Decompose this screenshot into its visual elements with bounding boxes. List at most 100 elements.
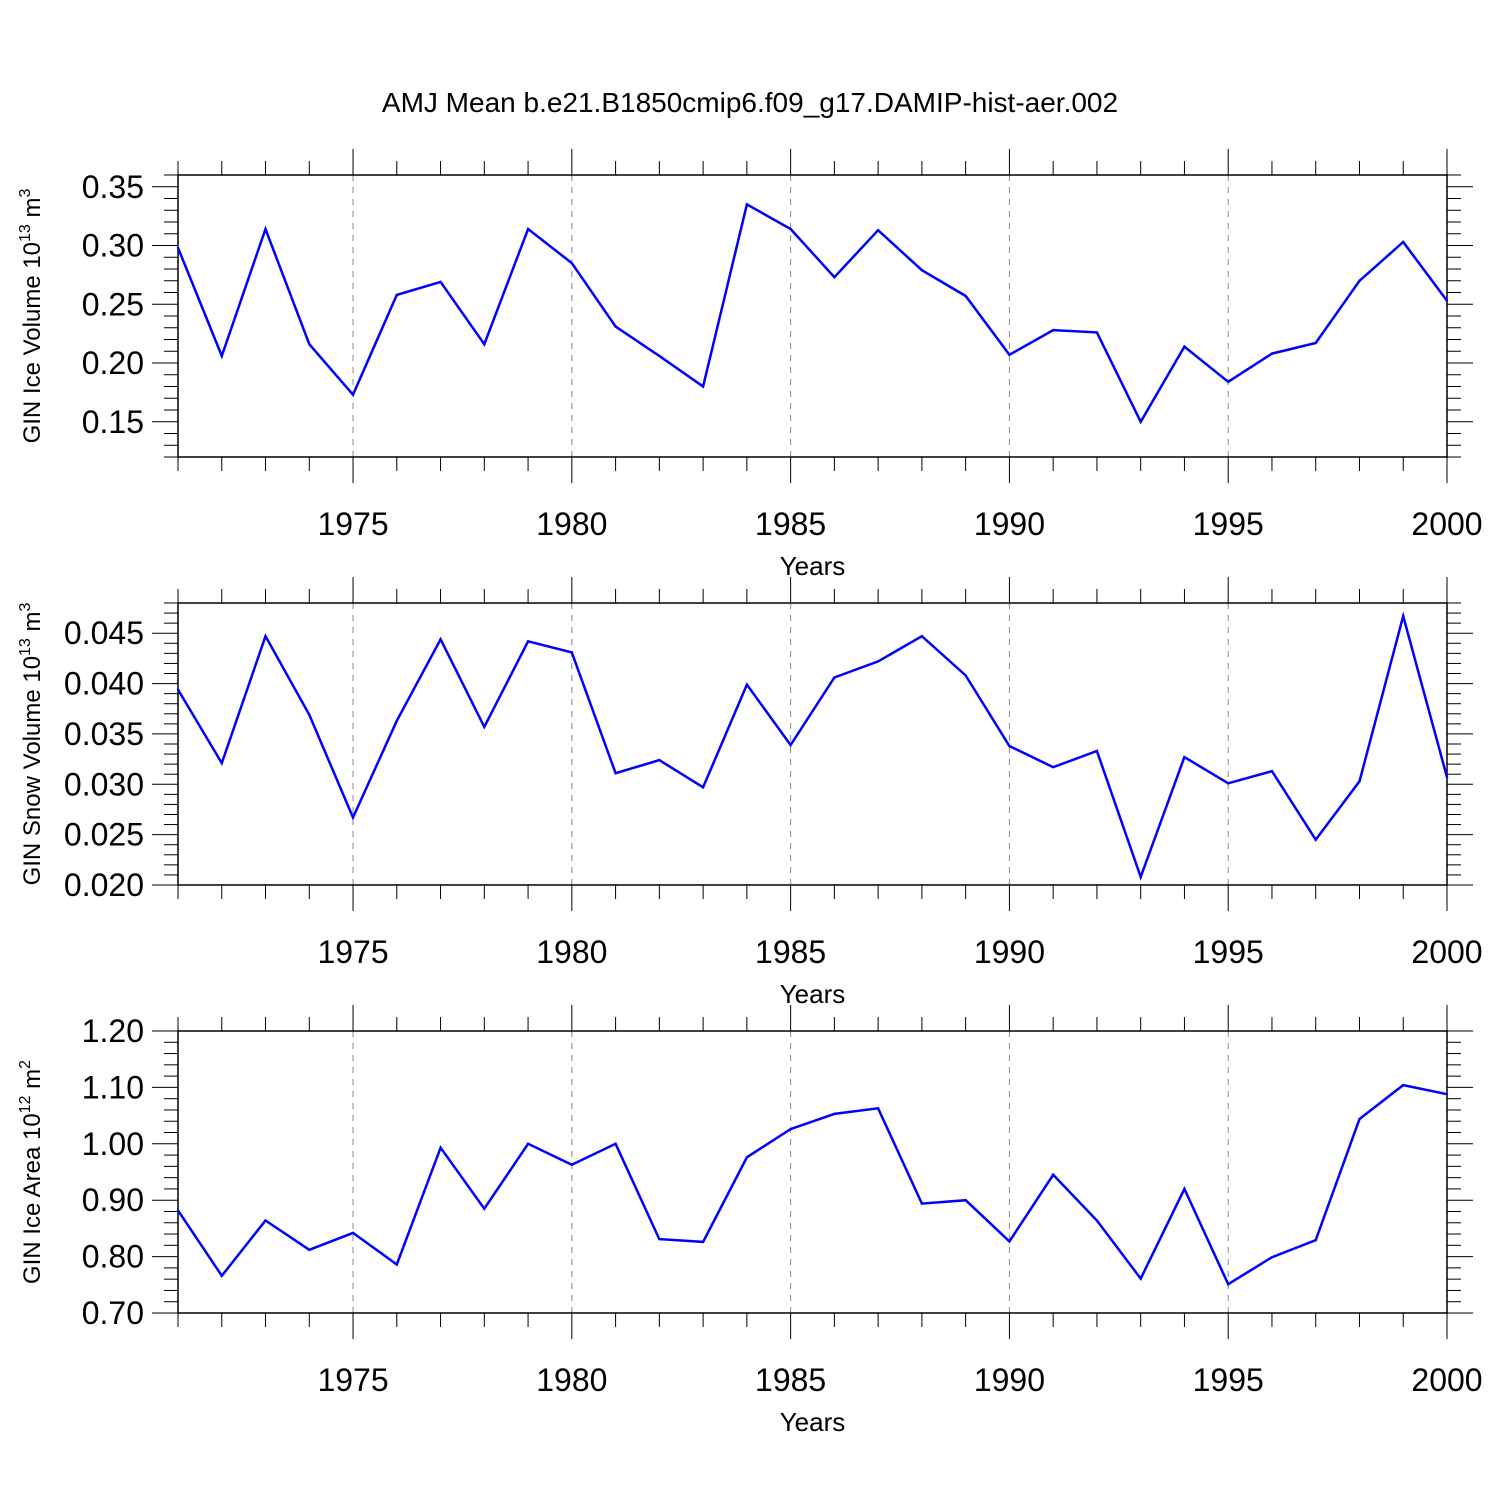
data-point: [614, 325, 617, 328]
x-tick-label: 1985: [755, 1362, 826, 1398]
y-axis-label-text: GIN Snow Volume 10: [19, 656, 46, 885]
y-tick-label: 0.045: [64, 615, 144, 651]
y-axis-label-text: GIN Ice Area 10: [19, 1113, 46, 1284]
y-tick-label: 0.025: [64, 817, 144, 853]
y-axis-label-text: m: [19, 1069, 46, 1096]
data-point: [876, 1107, 880, 1110]
x-tick-label: 1995: [1193, 934, 1264, 970]
data-point: [439, 1146, 442, 1149]
data-point: [395, 1263, 398, 1266]
data-point: [745, 683, 749, 686]
x-tick-label: 1995: [1193, 506, 1264, 542]
x-tick-label: 1985: [755, 506, 826, 542]
data-point: [614, 1142, 617, 1146]
y-tick-label: 0.035: [64, 716, 144, 752]
data-point: [1139, 420, 1142, 423]
x-tick-label: 1985: [755, 934, 826, 970]
data-point: [308, 343, 311, 346]
data-point: [351, 1231, 355, 1235]
data-point: [1095, 749, 1099, 753]
x-tick-label: 2000: [1411, 506, 1482, 542]
y-axis-label-superscript: 13: [17, 638, 34, 656]
x-tick-label: 1990: [974, 506, 1045, 542]
data-point: [1183, 755, 1186, 759]
data-point: [526, 640, 530, 643]
data-point: [351, 816, 355, 819]
data-point: [439, 638, 442, 641]
data-point: [264, 227, 267, 231]
panel-2: 0.020 0.025 0.030 0.035 0.040 0.045 1975 1980 19…: [17, 577, 1483, 1009]
y-tick-label: 0.030: [64, 766, 144, 802]
y-axis-label-superscript: 3: [17, 602, 34, 611]
x-tick-label: 1995: [1193, 1362, 1264, 1398]
x-tick-label: 1975: [317, 506, 388, 542]
data-point: [1095, 331, 1099, 334]
data-point: [789, 743, 792, 747]
data-point: [789, 227, 792, 231]
data-point: [964, 294, 967, 298]
data-point: [1051, 328, 1055, 332]
x-tick-label: 1980: [536, 506, 607, 542]
data-point: [1008, 1240, 1011, 1243]
data-point: [1402, 614, 1405, 618]
x-tick-label: 2000: [1411, 1362, 1482, 1398]
y-axis-label: GIN Ice Area 1012 m2: [17, 1060, 46, 1284]
data-point: [264, 635, 267, 638]
data-point: [1314, 838, 1317, 841]
x-tick-label: 1975: [317, 1362, 388, 1398]
data-point: [395, 719, 398, 723]
y-tick-label: 0.15: [82, 404, 144, 440]
data-point: [308, 713, 311, 716]
data-point: [1402, 1083, 1405, 1087]
data-point: [789, 1127, 792, 1131]
y-tick-label: 1.20: [82, 1013, 144, 1049]
data-point: [1139, 875, 1142, 879]
data-point: [1008, 744, 1011, 748]
panel-1: 0.15 0.20 0.25 0.30 0.35 1975 1980 1985 1990 1995…: [17, 149, 1483, 581]
data-point: [1139, 1277, 1142, 1280]
data-point: [176, 688, 180, 691]
data-point: [1227, 782, 1230, 785]
data-point: [833, 1112, 836, 1116]
y-tick-label: 0.70: [82, 1295, 144, 1331]
data-point: [526, 227, 530, 231]
x-tick-label: 1980: [536, 1362, 607, 1398]
data-point: [1314, 1239, 1317, 1242]
data-point: [570, 651, 574, 654]
data-point: [745, 1156, 749, 1159]
data-point: [1358, 1117, 1361, 1121]
y-axis-label-text: m: [19, 611, 46, 638]
data-point: [395, 293, 398, 297]
data-point: [833, 276, 836, 279]
data-point: [658, 758, 661, 762]
x-tick-label: 2000: [1411, 934, 1482, 970]
data-point: [920, 1202, 924, 1205]
data-point: [876, 229, 880, 232]
data-point: [1445, 1092, 1449, 1096]
data-point: [483, 725, 486, 729]
y-axis-label-superscript: 3: [17, 189, 34, 198]
data-point: [1270, 1255, 1274, 1259]
data-point: [1008, 353, 1011, 356]
y-tick-label: 0.80: [82, 1239, 144, 1275]
y-axis-label-superscript: 2: [17, 1060, 34, 1069]
data-point: [833, 676, 836, 679]
data-point: [964, 1199, 967, 1202]
data-point: [701, 1240, 705, 1244]
data-point: [1183, 345, 1186, 348]
y-tick-label: 0.30: [82, 228, 144, 264]
data-point: [701, 385, 705, 388]
data-point: [1270, 769, 1274, 773]
data-point: [483, 1207, 486, 1210]
data-point: [483, 343, 486, 346]
y-tick-label: 0.020: [64, 867, 144, 903]
data-point: [745, 203, 749, 206]
data-point: [1445, 776, 1449, 779]
y-tick-label: 0.90: [82, 1182, 144, 1218]
data-point: [614, 772, 617, 775]
data-point: [920, 268, 924, 272]
data-point: [1183, 1187, 1186, 1191]
x-tick-label: 1975: [317, 934, 388, 970]
y-axis-label-superscript: 13: [17, 224, 34, 242]
plot-frame: [177, 1030, 1448, 1314]
